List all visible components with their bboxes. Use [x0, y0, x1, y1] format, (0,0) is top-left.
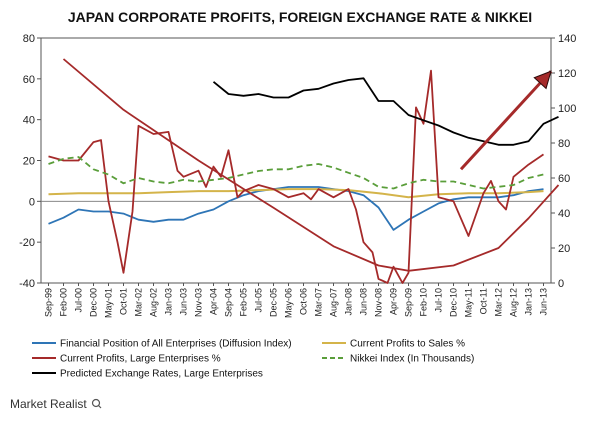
y-right-tick-label: 120	[558, 68, 576, 80]
x-tick-label: Oct-01	[119, 288, 129, 315]
y-right-tick-label: 0	[558, 278, 564, 290]
x-tick-label: Mar-12	[494, 288, 504, 317]
legend-label: Financial Position of All Enterprises (D…	[60, 339, 292, 350]
x-tick-label: Apr-09	[389, 288, 399, 315]
x-tick-label: Nov-08	[374, 288, 384, 317]
y-left-tick-label: 20	[23, 156, 35, 168]
legend-label: Predicted Exchange Rates, Large Enterpri…	[60, 369, 263, 380]
x-tick-label: Jun-13	[539, 288, 549, 316]
series-line-predicted-exchange-rates-large-enterprises	[212, 77, 559, 146]
x-tick-label: Jan-03	[164, 288, 174, 316]
legend: Financial Position of All Enterprises (D…	[32, 339, 474, 380]
x-tick-label: Sep-99	[44, 288, 54, 317]
x-tick-label: May-11	[464, 288, 474, 317]
y-left-tick-label: 60	[23, 74, 35, 86]
x-tick-label: Feb-00	[59, 288, 69, 317]
x-tick-label: Nov-03	[194, 288, 204, 317]
x-tick-label: Sep-04	[224, 288, 234, 317]
x-tick-label: Feb-10	[419, 288, 429, 317]
trend-arrow-head	[533, 70, 552, 90]
legend-label: Nikkei Index (In Thousands)	[350, 354, 474, 365]
x-tick-label: Jan-13	[524, 288, 534, 316]
x-tick-label: Dec-05	[269, 288, 279, 317]
x-tick-label: Apr-04	[209, 288, 219, 315]
x-tick-label: Jun-03	[179, 288, 189, 316]
x-tick-label: Aug-02	[149, 288, 159, 317]
x-tick-label: Aug-12	[509, 288, 519, 317]
series-line-nikkei-index-in-thousands	[48, 156, 544, 190]
series-line-current-profits-large-enterprises	[48, 69, 545, 284]
brand-logo: Market Realist	[10, 397, 102, 411]
series-line-trend-curve-drawn	[62, 58, 560, 272]
brand-magnifier-icon	[91, 398, 101, 408]
x-tick-label: Oct-11	[479, 288, 489, 314]
x-tick-label: Jan-08	[344, 288, 354, 316]
y-right-tick-label: 60	[558, 173, 570, 185]
x-tick-label: Mar-07	[314, 288, 324, 317]
y-right-tick-label: 20	[558, 243, 570, 255]
x-tick-label: Dec-10	[449, 288, 459, 317]
plot-area: -40 -20 0 20 40 60 80 0 20 40 60 80 100 120 140 Sep-99 F…	[19, 33, 576, 318]
y-left-tick-label: 0	[29, 196, 35, 208]
x-tick-label: Sep-09	[404, 288, 414, 317]
y-left-tick-label: 80	[23, 33, 35, 45]
x-tick-label: Feb-05	[239, 288, 249, 317]
chart-title: JAPAN CORPORATE PROFITS, FOREIGN EXCHANG…	[68, 9, 532, 25]
x-tick-label: Jul-00	[74, 288, 84, 313]
x-tick-label: May-01	[104, 288, 114, 318]
y-right-tick-label: 40	[558, 208, 570, 220]
x-tick-label: Mar-02	[134, 288, 144, 317]
y-right-tick-label: 80	[558, 138, 570, 150]
x-tick-label: May-06	[284, 288, 294, 318]
y-left-tick-label: -20	[19, 237, 35, 249]
y-right-tick-label: 100	[558, 103, 576, 115]
brand-text: Market Realist	[10, 397, 87, 411]
y-right-tick-label: 140	[558, 33, 576, 45]
x-tick-label: Jun-08	[359, 288, 369, 316]
x-tick-label: Dec-00	[89, 288, 99, 317]
brand-magnifier-handle	[98, 405, 102, 409]
legend-label: Current Profits, Large Enterprises %	[60, 354, 221, 365]
x-tick-label: Aug-07	[329, 288, 339, 317]
y-left-tick-label: -40	[19, 278, 35, 290]
x-tick-label: Jul-05	[254, 288, 264, 313]
trend-arrow-shaft	[459, 70, 553, 171]
y-left-tick-label: 40	[23, 115, 35, 127]
legend-label: Current Profits to Sales %	[350, 339, 465, 350]
x-tick-label: Oct-06	[299, 288, 309, 315]
x-tick-label: Jul-10	[434, 288, 444, 313]
